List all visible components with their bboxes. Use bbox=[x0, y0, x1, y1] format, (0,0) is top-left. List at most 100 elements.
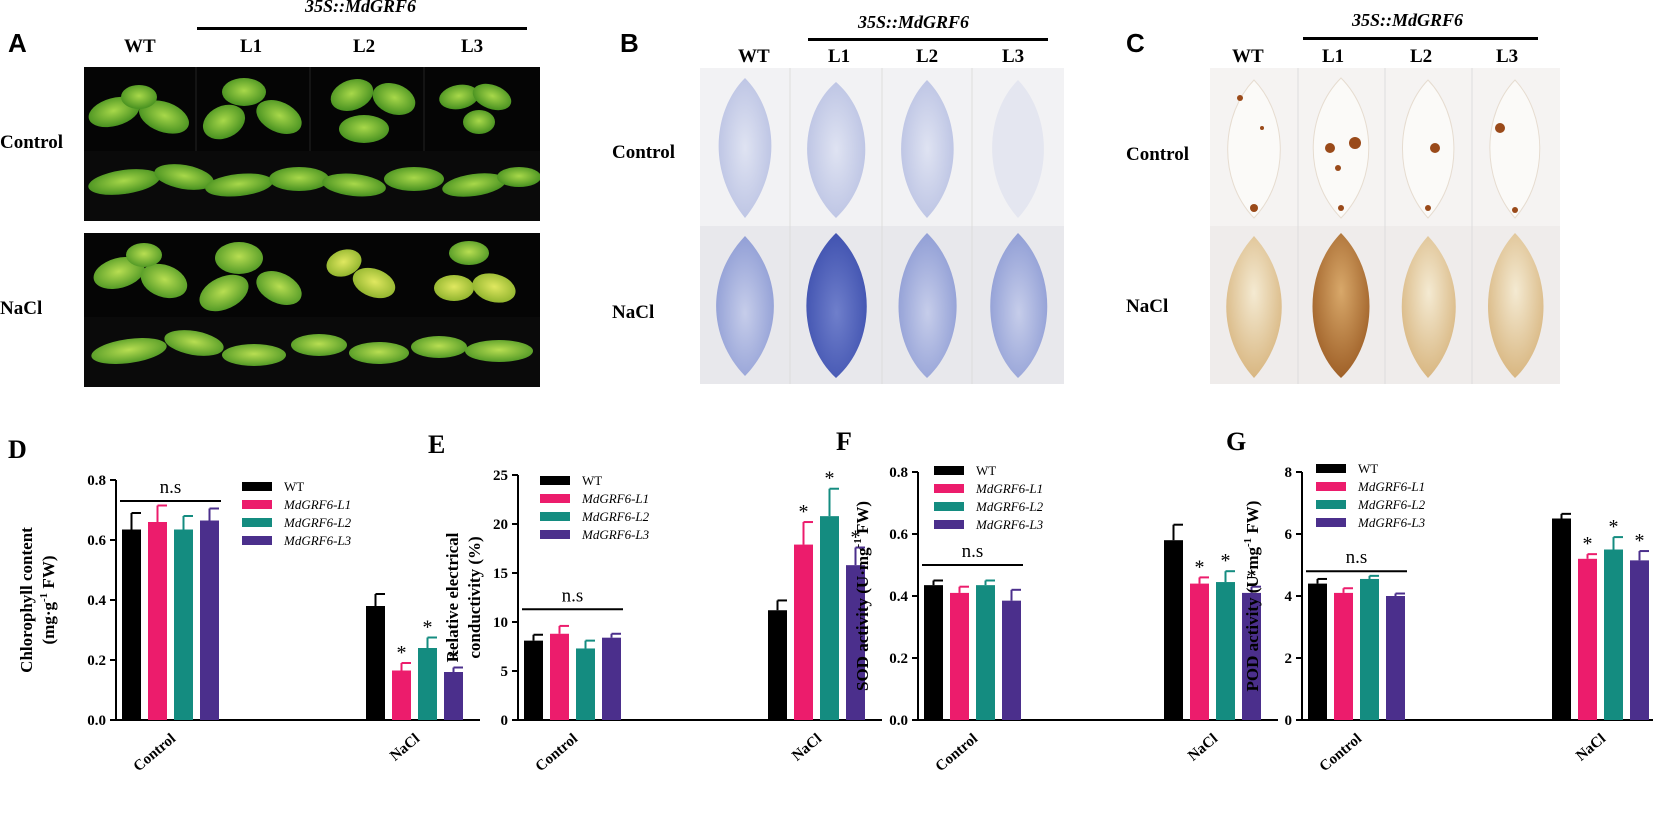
legend-label: MdGRF6-L2 bbox=[283, 515, 352, 530]
construct-line-b bbox=[808, 38, 1048, 41]
legend-swatch bbox=[242, 482, 272, 491]
col-label-b-wt: WT bbox=[738, 46, 770, 67]
legend-swatch bbox=[242, 500, 272, 509]
y-tick-label: 5 bbox=[501, 664, 509, 680]
construct-label-c: 35S::MdGRF6 bbox=[1352, 10, 1464, 30]
y-tick-label: 0.4 bbox=[889, 589, 908, 605]
row-label-a-nacl: NaCl bbox=[0, 298, 43, 319]
panel-letter-g: G bbox=[1226, 427, 1246, 456]
y-tick-label: 0.6 bbox=[889, 527, 908, 543]
panel-letter-e: E bbox=[428, 430, 445, 459]
significance-star: * bbox=[1247, 566, 1257, 588]
y-tick-label: 15 bbox=[493, 566, 508, 582]
plant-photo-nacl-drawing bbox=[84, 241, 540, 387]
significance-star: * bbox=[1195, 556, 1205, 578]
y-axis-label-end: FW) bbox=[853, 501, 872, 538]
y-axis-label-line1: SOD activity (U·mg bbox=[853, 547, 872, 691]
row-label-b-control: Control bbox=[612, 142, 675, 163]
y-axis-label-end: FW) bbox=[1243, 501, 1262, 538]
x-tick-label-nacl: NaCl bbox=[1573, 731, 1609, 765]
bar-nacl-l1 bbox=[1190, 583, 1209, 720]
y-tick-label: 0.8 bbox=[87, 473, 106, 489]
y-tick-label: 0.2 bbox=[889, 651, 908, 667]
construct-line-a bbox=[197, 27, 527, 30]
significance-star: * bbox=[851, 527, 861, 549]
y-tick-label: 0.8 bbox=[889, 465, 908, 481]
legend-swatch bbox=[242, 518, 272, 527]
nbt-stain-photo bbox=[700, 68, 1064, 384]
legend-swatch bbox=[242, 536, 272, 545]
y-tick-label: 4 bbox=[1285, 589, 1293, 605]
significance-star: * bbox=[1583, 533, 1593, 555]
legend-swatch bbox=[540, 512, 570, 521]
bar-control-l2 bbox=[1360, 578, 1379, 720]
row-label-c-control: Control bbox=[1126, 144, 1189, 165]
legend-label: MdGRF6-L2 bbox=[975, 499, 1044, 514]
y-axis-label: Relative electrical conductivity (%) bbox=[443, 532, 484, 662]
y-axis-label: SOD activity (U·mg-1 FW) bbox=[852, 501, 872, 691]
x-tick-label-nacl: NaCl bbox=[789, 731, 825, 765]
col-label-c-l2: L2 bbox=[1410, 46, 1433, 67]
panel-letter-c: C bbox=[1126, 28, 1145, 58]
y-tick-label: 0 bbox=[1285, 713, 1293, 729]
y-tick-label: 25 bbox=[493, 468, 508, 484]
chart-e: E 0 5 10 15 20 25 Relative electrical conductivi… bbox=[428, 430, 882, 775]
legend-swatch bbox=[1316, 518, 1346, 527]
legend-label: MdGRF6-L3 bbox=[1357, 515, 1426, 530]
col-label-b-l3: L3 bbox=[1002, 46, 1025, 67]
bar-nacl-wt bbox=[366, 606, 385, 720]
bar-control-l3 bbox=[602, 637, 621, 720]
chart-d: D 0.0 0.2 0.4 0.6 0.8 Chlorophyll content (mg·g… bbox=[8, 435, 480, 775]
legend-label: WT bbox=[284, 479, 304, 494]
y-axis-label-line1: POD activity (U·mg bbox=[1243, 547, 1262, 692]
bar-control-l2 bbox=[174, 529, 193, 720]
bar-charts-area: D 0.0 0.2 0.4 0.6 0.8 Chlorophyll content (mg·g… bbox=[8, 427, 1653, 775]
legend-swatch bbox=[1316, 482, 1346, 491]
bar-control-l1 bbox=[148, 522, 167, 720]
construct-label-b: 35S::MdGRF6 bbox=[858, 12, 970, 32]
legend-label: WT bbox=[582, 473, 602, 488]
legend-label: WT bbox=[976, 463, 996, 478]
row-label-a-control: Control bbox=[0, 132, 63, 153]
significance-star: * bbox=[397, 642, 407, 664]
x-tick-label-control: Control bbox=[933, 731, 981, 775]
y-tick-label: 6 bbox=[1285, 527, 1293, 543]
y-axis-label-sup: -1 bbox=[852, 538, 864, 547]
significance-star: * bbox=[1635, 530, 1645, 552]
significance-star: * bbox=[1221, 550, 1231, 572]
legend-swatch bbox=[1316, 464, 1346, 473]
legend-label: MdGRF6-L1 bbox=[1357, 479, 1425, 494]
bar-control-l1 bbox=[950, 592, 969, 720]
construct-line-c bbox=[1303, 37, 1538, 40]
bar-nacl-wt bbox=[1552, 518, 1571, 720]
legend-label: MdGRF6-L1 bbox=[975, 481, 1043, 496]
y-tick-label: 8 bbox=[1285, 465, 1293, 481]
bar-nacl-wt bbox=[1164, 540, 1183, 720]
x-tick-label-control: Control bbox=[131, 731, 179, 775]
y-tick-label: 0 bbox=[501, 713, 509, 729]
y-tick-label: 20 bbox=[493, 517, 508, 533]
legend-label: MdGRF6-L3 bbox=[975, 517, 1044, 532]
bar-nacl-l3 bbox=[444, 672, 463, 720]
panel-letter-d: D bbox=[8, 435, 27, 464]
panel-letter-f: F bbox=[836, 427, 852, 456]
col-label-b-l2: L2 bbox=[916, 46, 939, 67]
col-label-b-l1: L1 bbox=[828, 46, 851, 67]
col-label-c-wt: WT bbox=[1232, 46, 1264, 67]
col-label-c-l3: L3 bbox=[1496, 46, 1519, 67]
bar-control-l3 bbox=[1386, 596, 1405, 720]
bar-nacl-l1 bbox=[1578, 558, 1597, 720]
y-tick-label: 0.0 bbox=[889, 713, 908, 729]
dab-stain-drawing bbox=[1210, 68, 1560, 384]
legend-label: MdGRF6-L1 bbox=[581, 491, 649, 506]
row-label-b-nacl: NaCl bbox=[612, 302, 655, 323]
y-axis-label-end: FW) bbox=[39, 556, 58, 593]
plant-photo-nacl bbox=[84, 233, 540, 387]
chart-g: G 0 2 4 6 8 POD activity (U·mg-1 FW) Control n.s… bbox=[1226, 427, 1653, 775]
plant-photo-control bbox=[84, 67, 541, 221]
legend-label: MdGRF6-L3 bbox=[581, 527, 650, 542]
bar-nacl-l3 bbox=[846, 565, 865, 720]
bar-nacl-l1 bbox=[794, 544, 813, 720]
bar-nacl-l2 bbox=[1216, 582, 1235, 720]
legend-label: MdGRF6-L1 bbox=[283, 497, 351, 512]
